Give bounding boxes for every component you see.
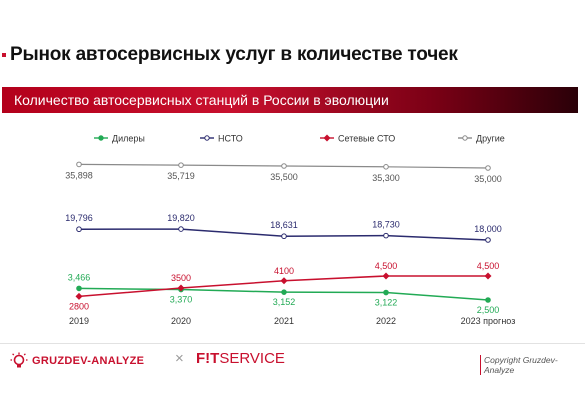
gruzdev-logo: GRUZDEV-ANALYZE (10, 352, 144, 370)
data-label-3-4: 35,000 (474, 174, 502, 184)
fitservice-logo-light: SERVICE (219, 350, 285, 367)
point-3-4 (485, 165, 491, 171)
data-label-2-2: 4100 (274, 266, 294, 276)
point-0-4 (485, 297, 491, 303)
line-chart: Дилеры НСТО Сетевые СТО Другие 3,466 3,370 3,1… (65, 134, 516, 327)
point-1-0 (76, 226, 82, 233)
data-label-2-0: 2800 (69, 301, 89, 311)
point-2-4 (484, 272, 492, 280)
data-label-2-3: 4,500 (375, 261, 398, 271)
data-label-3-1: 35,719 (167, 171, 195, 181)
point-2-1 (177, 284, 185, 292)
point-0-2 (281, 289, 287, 295)
point-3-0 (76, 161, 82, 168)
footer: GRUZDEV-ANALYZE × F!T SERVICE Copyright … (0, 344, 585, 384)
data-label-0-0: 3,466 (68, 272, 91, 282)
point-1-3 (383, 232, 389, 239)
legend-marker-2 (323, 134, 331, 142)
point-3-3 (383, 164, 389, 170)
point-0-0 (76, 285, 82, 292)
x-tick-label-1: 2020 (171, 316, 191, 326)
logo-separator: × (175, 350, 184, 367)
data-label-0-3: 3,122 (375, 298, 398, 308)
data-label-2-1: 3500 (171, 273, 191, 283)
point-2-3 (382, 272, 390, 280)
legend-label-3: Другие (476, 134, 505, 144)
legend-label-0: Дилеры (112, 134, 145, 144)
x-tick-label-3: 2022 (376, 316, 396, 326)
data-label-0-4: 2,500 (477, 305, 500, 315)
data-label-3-2: 35,500 (270, 172, 298, 182)
data-label-3-3: 35,300 (372, 173, 400, 183)
point-0-3 (383, 289, 389, 296)
data-label-1-1: 19,820 (167, 213, 195, 223)
x-tick-label-4: 2023 прогноз (461, 316, 516, 326)
data-label-1-2: 18,631 (270, 220, 298, 230)
data-label-0-2: 3,152 (273, 297, 296, 307)
copyright-text: Copyright Gruzdev-Analyze (480, 355, 585, 375)
point-1-1 (178, 226, 184, 232)
x-tick-label-0: 2019 (69, 316, 89, 326)
legend-marker-1 (204, 135, 210, 141)
chart-banner-text: Количество автосервисных станций в Росси… (14, 92, 389, 108)
point-2-2 (280, 277, 288, 285)
point-3-2 (281, 163, 287, 169)
footer-divider (0, 343, 585, 344)
legend-marker-0 (98, 135, 104, 141)
point-1-4 (485, 237, 491, 243)
data-label-1-4: 18,000 (474, 224, 502, 234)
fitservice-logo: F!T SERVICE (196, 350, 285, 367)
lightbulb-icon (10, 352, 28, 368)
data-label-2-4: 4,500 (477, 261, 500, 271)
point-1-2 (281, 233, 287, 240)
title-bullet (2, 53, 6, 57)
data-label-1-3: 18,730 (372, 220, 400, 230)
page-title: Рынок автосервисных услуг в количестве т… (10, 44, 458, 65)
point-2-0 (75, 292, 83, 300)
legend-label-2: Сетевые СТО (338, 134, 395, 144)
legend-marker-3 (462, 135, 468, 141)
data-label-1-0: 19,796 (65, 213, 93, 223)
data-label-3-0: 35,898 (65, 170, 93, 180)
title-row: Рынок автосервисных услуг в количестве т… (0, 40, 458, 70)
x-tick-label-2: 2021 (274, 316, 294, 326)
gruzdev-logo-text: GRUZDEV-ANALYZE (32, 355, 145, 367)
fitservice-logo-bold: F!T (196, 350, 220, 367)
legend-label-1: НСТО (218, 134, 243, 144)
chart-banner: Количество автосервисных станций в Росси… (2, 87, 578, 113)
point-3-1 (178, 162, 184, 168)
data-label-0-1: 3,370 (170, 295, 193, 305)
